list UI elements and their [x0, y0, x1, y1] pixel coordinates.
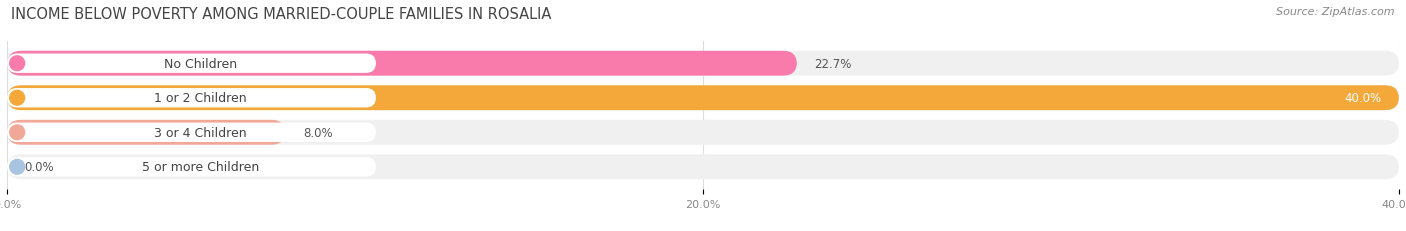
- FancyBboxPatch shape: [7, 155, 1399, 179]
- Text: 0.0%: 0.0%: [24, 161, 53, 173]
- Text: 8.0%: 8.0%: [302, 126, 332, 139]
- FancyBboxPatch shape: [7, 120, 1399, 145]
- Circle shape: [10, 160, 25, 174]
- Text: 22.7%: 22.7%: [814, 58, 852, 70]
- FancyBboxPatch shape: [7, 123, 375, 142]
- FancyBboxPatch shape: [7, 86, 1399, 111]
- Text: 40.0%: 40.0%: [1344, 92, 1382, 105]
- Text: INCOME BELOW POVERTY AMONG MARRIED-COUPLE FAMILIES IN ROSALIA: INCOME BELOW POVERTY AMONG MARRIED-COUPL…: [11, 7, 551, 22]
- FancyBboxPatch shape: [7, 86, 1399, 111]
- Text: 3 or 4 Children: 3 or 4 Children: [153, 126, 246, 139]
- FancyBboxPatch shape: [7, 89, 375, 108]
- FancyBboxPatch shape: [7, 120, 285, 145]
- FancyBboxPatch shape: [7, 157, 375, 177]
- Text: 1 or 2 Children: 1 or 2 Children: [153, 92, 246, 105]
- FancyBboxPatch shape: [7, 54, 375, 74]
- Circle shape: [10, 57, 25, 71]
- Text: 5 or more Children: 5 or more Children: [142, 161, 259, 173]
- Circle shape: [10, 91, 25, 106]
- FancyBboxPatch shape: [7, 52, 797, 76]
- Text: Source: ZipAtlas.com: Source: ZipAtlas.com: [1277, 7, 1395, 17]
- Circle shape: [10, 125, 25, 140]
- Text: No Children: No Children: [163, 58, 236, 70]
- FancyBboxPatch shape: [7, 52, 1399, 76]
